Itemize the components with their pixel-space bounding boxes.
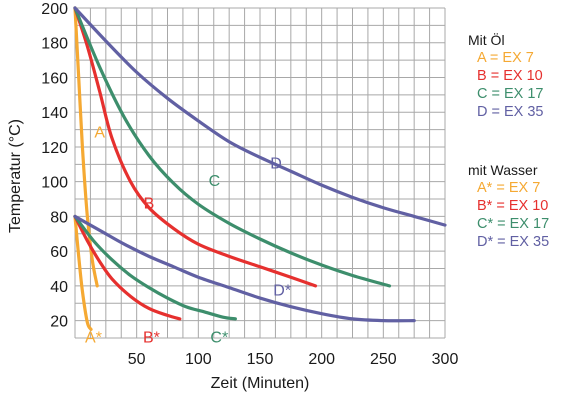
x-tick-label: 100 — [185, 351, 212, 368]
legend-group-title: Mit Öl — [468, 32, 505, 48]
y-tick-label: 120 — [41, 140, 68, 157]
legend-entry-c: C = EX 17 — [477, 86, 544, 102]
series-line-c-star — [73, 214, 237, 321]
x-tick-label: 150 — [247, 351, 274, 368]
series-label-a: A — [94, 124, 105, 141]
series-label-b-star: B* — [143, 329, 160, 346]
series-line-a — [73, 6, 99, 288]
legend-entry-b-star: B* = EX 10 — [477, 198, 549, 214]
series-line-c — [73, 6, 392, 288]
x-axis-label: Zeit (Minuten) — [211, 375, 310, 392]
chart-grid — [74, 7, 446, 339]
legend-group-title: mit Wasser — [468, 162, 538, 178]
series-labels: A B C D A* B* C* D* — [85, 124, 291, 346]
series-label-d: D — [270, 156, 282, 173]
legend-entry-d-star: D* = EX 35 — [477, 234, 550, 250]
x-tick-label: 200 — [308, 351, 335, 368]
y-tick-label: 180 — [41, 36, 68, 53]
y-tick-label: 200 — [41, 1, 68, 18]
series-line-d — [73, 6, 447, 227]
y-tick-label: 140 — [41, 105, 68, 122]
legend-entry-a-star: A* = EX 7 — [477, 180, 541, 196]
x-tick-label: 50 — [128, 351, 146, 368]
x-tick-label: 300 — [432, 351, 459, 368]
series-line-a-star — [73, 214, 93, 331]
y-tick-label: 80 — [50, 209, 68, 226]
legend-entry-a: A = EX 7 — [477, 50, 534, 66]
series-line-b-star — [73, 214, 182, 321]
x-axis-ticks: 50 100 150 200 250 300 — [128, 351, 459, 368]
legend-entry-b: B = EX 10 — [477, 68, 543, 84]
y-tick-label: 160 — [41, 70, 68, 87]
series-line-b — [73, 6, 318, 288]
y-tick-label: 100 — [41, 175, 68, 192]
series-label-c: C — [209, 173, 221, 190]
series-label-c-star: C* — [210, 329, 228, 346]
series-line-d-star — [73, 214, 416, 323]
y-tick-label: 20 — [50, 314, 68, 331]
legend-entry-d: D = EX 35 — [477, 104, 544, 120]
y-tick-label: 60 — [50, 244, 68, 261]
chart-series — [73, 6, 447, 331]
legend: Mit Öl A = EX 7 B = EX 10 C = EX 17 D = … — [468, 31, 544, 121]
y-axis-ticks: 20 40 60 80 100 120 140 160 180 200 — [41, 1, 68, 331]
series-label-a-star: A* — [85, 329, 102, 346]
legend-water: mit Wasser A* = EX 7 B* = EX 10 C* = EX … — [468, 161, 549, 251]
y-axis-label: Temperatur (°C) — [7, 119, 24, 233]
y-tick-label: 40 — [50, 279, 68, 296]
x-tick-label: 250 — [370, 351, 397, 368]
series-label-d-star: D* — [273, 282, 291, 299]
legend-entry-c-star: C* = EX 17 — [477, 216, 550, 232]
series-label-b: B — [144, 196, 155, 213]
